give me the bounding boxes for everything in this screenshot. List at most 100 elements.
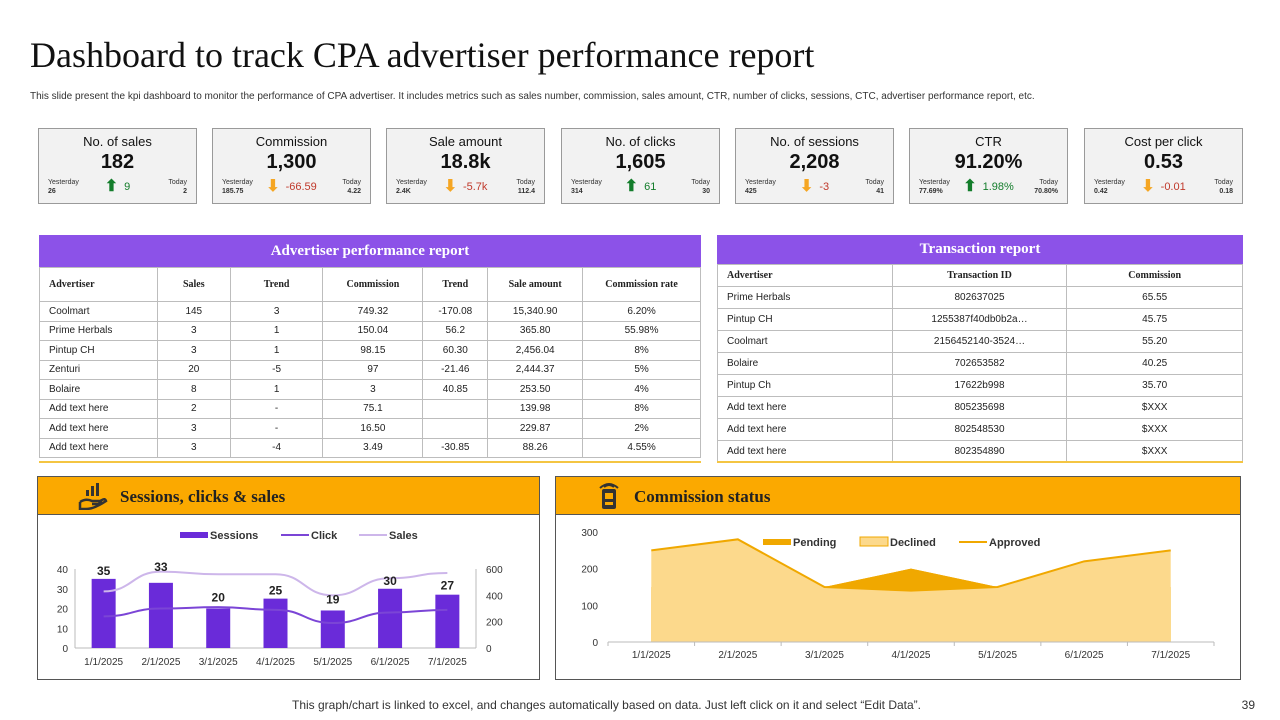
table-cell: 97 [322, 359, 424, 380]
y-tick-label: 0 [592, 638, 598, 649]
table-cell: 60.30 [422, 340, 489, 361]
y-tick-label: 10 [57, 624, 69, 635]
x-tick-label: 6/1/2025 [371, 657, 410, 668]
bar-data-label: 30 [383, 574, 397, 588]
table-cell: Pintup CH [39, 340, 158, 361]
commission-chart-panel: Commission status Pending Declined Approve… [555, 476, 1241, 680]
kpi-card: Cost per click 0.53 Yesterday 0.42 Today 0.18… [1084, 128, 1243, 204]
table-cell: 2% [582, 418, 701, 439]
kpi-yesterday-value: 26 [48, 188, 56, 195]
table-cell: 1 [229, 379, 324, 400]
arrow-down-icon: ⬇ [799, 178, 814, 195]
sessions-chart-panel: Sessions, clicks & sales Sessions Click Sa… [37, 476, 540, 680]
table-cell: - [229, 398, 324, 419]
legend-label: Sessions [210, 530, 258, 542]
table-cell: -30.85 [422, 437, 489, 458]
table-cell: - [229, 418, 324, 439]
bar-sessions [91, 578, 116, 648]
legend-swatch [763, 539, 791, 545]
bar-sessions [378, 588, 403, 648]
table-row: Add text here 2-75.1 139.98 8% [39, 398, 701, 419]
x-tick-label: 5/1/2025 [313, 657, 352, 668]
table-cell: 40.25 [1066, 352, 1243, 375]
kpi-delta: ⬇ -3 [736, 179, 893, 195]
bar-sessions [435, 594, 460, 648]
x-tick-label: 2/1/2025 [718, 650, 757, 661]
table-cell: Add text here [39, 437, 158, 458]
kpi-value: 182 [100, 151, 135, 173]
bar-sessions [148, 582, 173, 648]
table-row: Add text here 805235698 $XXX [717, 396, 1243, 419]
y-tick-label: 40 [57, 565, 69, 576]
bar-data-label: 35 [97, 564, 111, 578]
x-tick-label: 1/1/2025 [632, 650, 671, 661]
table-cell: 8% [582, 398, 701, 419]
kpi-yesterday-label: Yesterday [396, 179, 427, 186]
table-cell: 1 [229, 320, 324, 341]
y2-tick-label: 600 [486, 565, 503, 576]
x-tick-label: 7/1/2025 [428, 657, 467, 668]
advertiser-report-title: Advertiser performance report [39, 235, 701, 267]
table-row: Pintup CH 3 1 98.15 60.30 2,456.04 8% [39, 340, 701, 361]
kpi-today-label: Today [691, 179, 710, 186]
column-header: Commission rate [582, 267, 701, 302]
kpi-today-value: 41 [876, 188, 884, 195]
table-row: Add text here 802354890 $XXX [717, 440, 1243, 463]
kpi-label: CTR [975, 134, 1002, 149]
kpi-card: No. of sessions 2,208 Yesterday 425 Today 41 ⬇… [735, 128, 894, 204]
table-header-row: Advertiser Sales Trend Commission Trend Sale … [39, 267, 701, 302]
kpi-value: 2,208 [789, 151, 840, 173]
kpi-today-value: 112.4 [517, 188, 535, 195]
table-row: Pintup Ch 17622b998 35.70 [717, 374, 1243, 397]
legend-label: Sales [389, 530, 418, 542]
kpi-delta: ⬆ 1.98% [910, 179, 1067, 195]
kpi-delta: ⬇ -0.01 [1085, 179, 1242, 195]
table-cell: $XXX [1066, 418, 1243, 441]
table-cell: 3.49 [322, 437, 424, 458]
table-row: Zenturi 20 -5 97 -21.46 2,444.37 5% [39, 359, 701, 380]
y-tick-label: 100 [581, 601, 598, 612]
transaction-report-table: Advertiser Transaction ID Commission Prime… [717, 264, 1243, 463]
y-tick-label: 300 [581, 528, 598, 539]
kpi-yesterday-label: Yesterday [745, 179, 776, 186]
table-cell: 150.04 [322, 320, 424, 341]
table-cell: Add text here [39, 418, 158, 439]
hand-money-icon [78, 483, 108, 510]
table-cell: 55.98% [582, 320, 701, 341]
column-header: Commission [1066, 264, 1243, 287]
table-row: Bolaire 8 1 3 40.85 253.50 4% [39, 379, 701, 400]
sessions-chart-header: Sessions, clicks & sales [38, 477, 539, 515]
kpi-card: Commission 1,300 Yesterday 185.75 Today 4.22 ⬇… [212, 128, 371, 204]
y-tick-label: 200 [581, 565, 598, 576]
table-cell: 702653582 [891, 352, 1068, 375]
kpi-today-label: Today [1039, 179, 1058, 186]
footer-note: This graph/chart is linked to excel, and… [292, 698, 921, 712]
kpi-today-label: Today [342, 179, 361, 186]
kpi-delta-value: 1.98% [982, 181, 1014, 193]
kpi-today-label: Today [516, 179, 535, 186]
kpi-value: 1,300 [266, 151, 317, 173]
x-tick-label: 2/1/2025 [141, 657, 180, 668]
bar-data-label: 19 [326, 592, 340, 606]
table-cell: Coolmart [39, 301, 158, 322]
bar-data-label: 25 [269, 584, 283, 598]
kpi-label: Commission [255, 134, 328, 149]
kpi-today-value: 4.22 [347, 188, 361, 195]
table-cell: Prime Herbals [717, 286, 893, 309]
kpi-yesterday-value: 314 [571, 188, 583, 195]
table-cell: 3 [322, 379, 424, 400]
y-tick-label: 0 [62, 644, 68, 655]
table-cell: -170.08 [422, 301, 489, 322]
kpi-delta: ⬇ -66.59 [213, 179, 370, 195]
advertiser-report-table: Advertiser Sales Trend Commission Trend Sale … [39, 267, 701, 458]
y-tick-label: 20 [57, 605, 69, 616]
table-cell: 8 [156, 379, 231, 400]
bar-sessions [263, 598, 288, 648]
table-cell: 17622b998 [891, 374, 1068, 397]
page-title: Dashboard to track CPA advertiser perfor… [30, 35, 815, 75]
table-cell: 75.1 [322, 398, 424, 419]
legend-label: Click [311, 530, 338, 542]
arrow-up-icon: ⬆ [963, 178, 977, 195]
legend-swatch [180, 532, 208, 538]
